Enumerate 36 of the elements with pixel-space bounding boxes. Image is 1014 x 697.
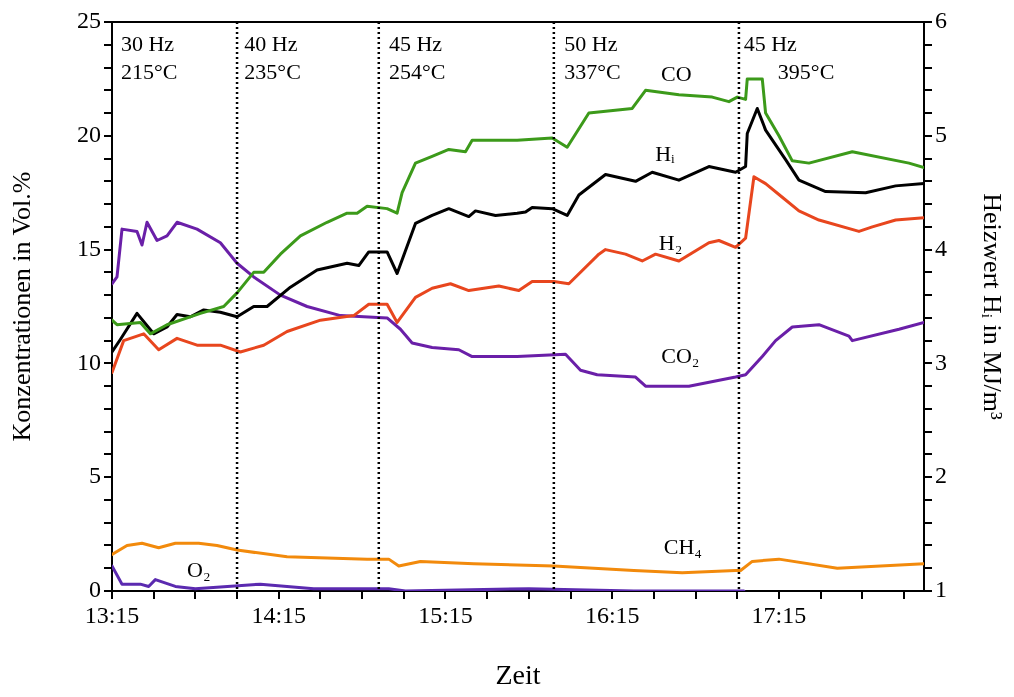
series-label: CO	[661, 60, 692, 86]
annotation: 30 Hz	[120, 30, 175, 56]
series-label: H₂	[658, 229, 683, 255]
series-label: CH₄	[663, 533, 702, 559]
x-axis-title: Zeit	[495, 658, 541, 690]
y2-tick-label: 3	[935, 348, 947, 375]
y-tick-label: 10	[77, 348, 101, 375]
annotation: 235°C	[244, 58, 301, 84]
series-label: CO₂	[661, 343, 700, 369]
y-axis-title: Konzentrationen in Vol.%	[7, 171, 37, 442]
x-tick-label: 16:15	[584, 601, 640, 628]
annotation: 337°C	[564, 58, 621, 84]
annotation: 50 Hz	[564, 30, 618, 56]
y2-tick-label: 5	[935, 121, 947, 148]
annotation: 215°C	[120, 58, 178, 84]
series-label: O₂	[187, 557, 211, 583]
y-tick-label: 0	[89, 576, 101, 603]
x-tick-label: 15:15	[418, 601, 473, 628]
annotation: 254°C	[388, 58, 446, 84]
x-tick-label: 13:15	[84, 601, 140, 628]
series-label: Hᵢ	[655, 140, 676, 166]
y2-axis-title: Heizwert Hᵢ in MJ/m³	[977, 193, 1007, 420]
annotation: 45 Hz	[743, 30, 798, 56]
y-tick-label: 20	[77, 121, 101, 148]
y-tick-label: 25	[77, 7, 101, 34]
x-tick-label: 17:15	[751, 601, 807, 628]
y2-tick-label: 4	[935, 234, 947, 261]
y-tick-label: 15	[77, 234, 101, 261]
y2-tick-label: 6	[935, 7, 947, 34]
y-tick-label: 5	[89, 462, 101, 489]
y2-tick-label: 2	[935, 462, 947, 489]
x-tick-label: 14:15	[251, 601, 307, 628]
annotation: 45 Hz	[388, 30, 443, 56]
annotation: 395°C	[777, 58, 835, 84]
annotation: 40 Hz	[244, 30, 298, 56]
y2-tick-label: 1	[935, 576, 947, 603]
